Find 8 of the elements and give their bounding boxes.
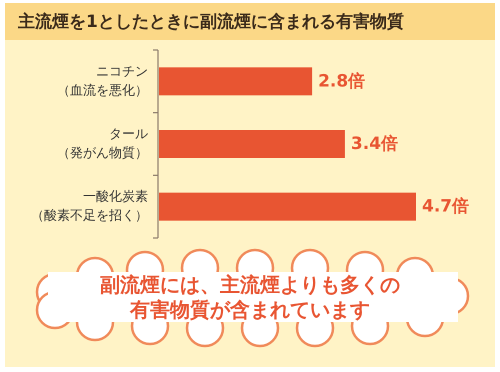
chart-title: 主流煙を1としたときに副流煙に含まれる有害物質 [17, 12, 404, 32]
y-tick-label: ニコチン（血流を悪化） [57, 64, 148, 98]
y-tick-label: 一酸化炭素（酸素不足を招く） [31, 190, 148, 224]
data-label: 4.7倍 [422, 196, 470, 217]
data-label: 3.4倍 [350, 134, 398, 154]
text: 副流煙には、主流煙よりも多くの有害物質が含まれています [100, 272, 400, 322]
y-tick-label: タール（発がん物質） [57, 127, 148, 161]
data-label: 2.8倍 [318, 71, 366, 92]
